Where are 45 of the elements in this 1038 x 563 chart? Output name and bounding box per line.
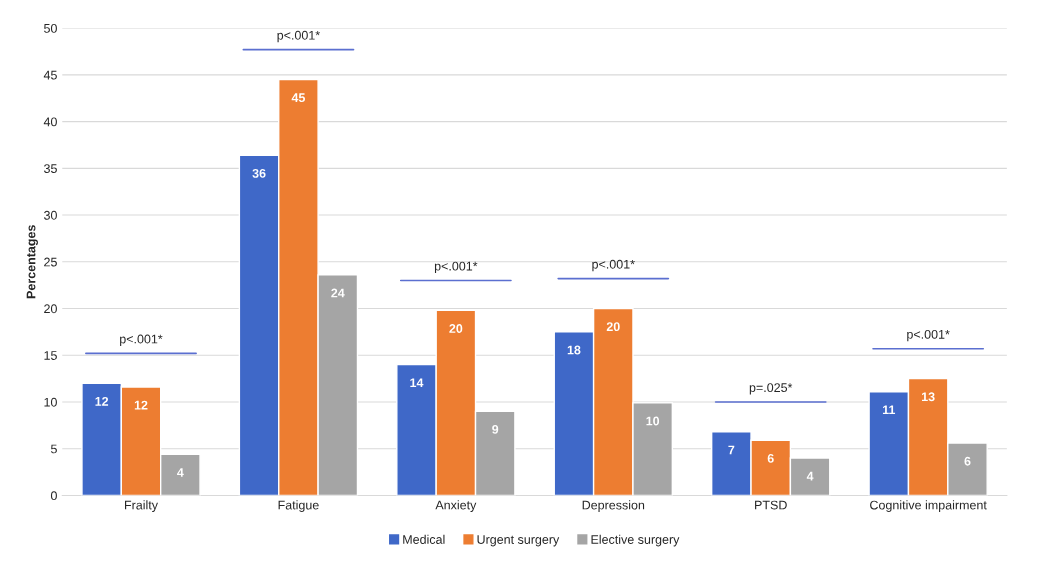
data-label: 20 xyxy=(606,322,620,332)
y-tick-label: 50 xyxy=(44,23,57,33)
data-label: 9 xyxy=(492,425,499,434)
data-label: 13 xyxy=(921,392,935,402)
y-tick-label: 15 xyxy=(44,351,57,360)
annotation: p<.001* xyxy=(434,261,478,274)
y-axis-title: Percentages xyxy=(26,225,38,299)
legend-label: Elective surgery xyxy=(591,534,680,547)
x-tick-label: Anxiety xyxy=(435,500,477,512)
legend-label: Urgent surgery xyxy=(477,535,560,547)
y-tick-label: 0 xyxy=(50,491,57,501)
annotation: p<.001* xyxy=(277,30,320,43)
y-tick-label: 40 xyxy=(43,117,57,127)
data-label: 11 xyxy=(882,405,896,415)
data-label: 20 xyxy=(449,324,463,333)
data-label: 7 xyxy=(728,445,735,455)
y-tick-label: 20 xyxy=(44,304,57,314)
annotation: p<.001* xyxy=(592,259,635,272)
data-label: 10 xyxy=(646,416,660,426)
data-label: 14 xyxy=(410,378,424,388)
annotation: p=.025* xyxy=(749,383,793,395)
data-label: 36 xyxy=(252,168,266,178)
data-label: 6 xyxy=(964,456,971,466)
x-tick-label: PTSD xyxy=(755,500,787,510)
data-label: 4 xyxy=(806,471,814,481)
y-tick-label: 30 xyxy=(43,210,57,220)
annotation: p<.001* xyxy=(120,334,163,346)
data-label: 12 xyxy=(95,396,109,406)
x-tick-label: Fatigue xyxy=(278,500,319,512)
y-tick-label: 25 xyxy=(44,257,57,267)
x-tick-label: Frailty xyxy=(125,500,158,512)
data-label: 6 xyxy=(767,453,774,463)
data-label: 18 xyxy=(567,345,581,355)
x-tick-label: Cognitive impairment xyxy=(870,500,987,512)
y-tick-label: 10 xyxy=(44,397,57,407)
y-tick-label: 35 xyxy=(43,164,57,173)
data-label: 12 xyxy=(134,400,148,410)
x-tick-label: Depression xyxy=(582,500,645,512)
legend-label: Medical xyxy=(403,534,445,544)
data-label: 24 xyxy=(331,288,345,298)
data-label: 45 xyxy=(291,93,306,103)
y-tick-label: 45 xyxy=(43,70,57,80)
y-tick-label: 5 xyxy=(50,444,57,454)
annotation: p<.001* xyxy=(907,329,950,342)
data-label: 4 xyxy=(177,468,184,477)
